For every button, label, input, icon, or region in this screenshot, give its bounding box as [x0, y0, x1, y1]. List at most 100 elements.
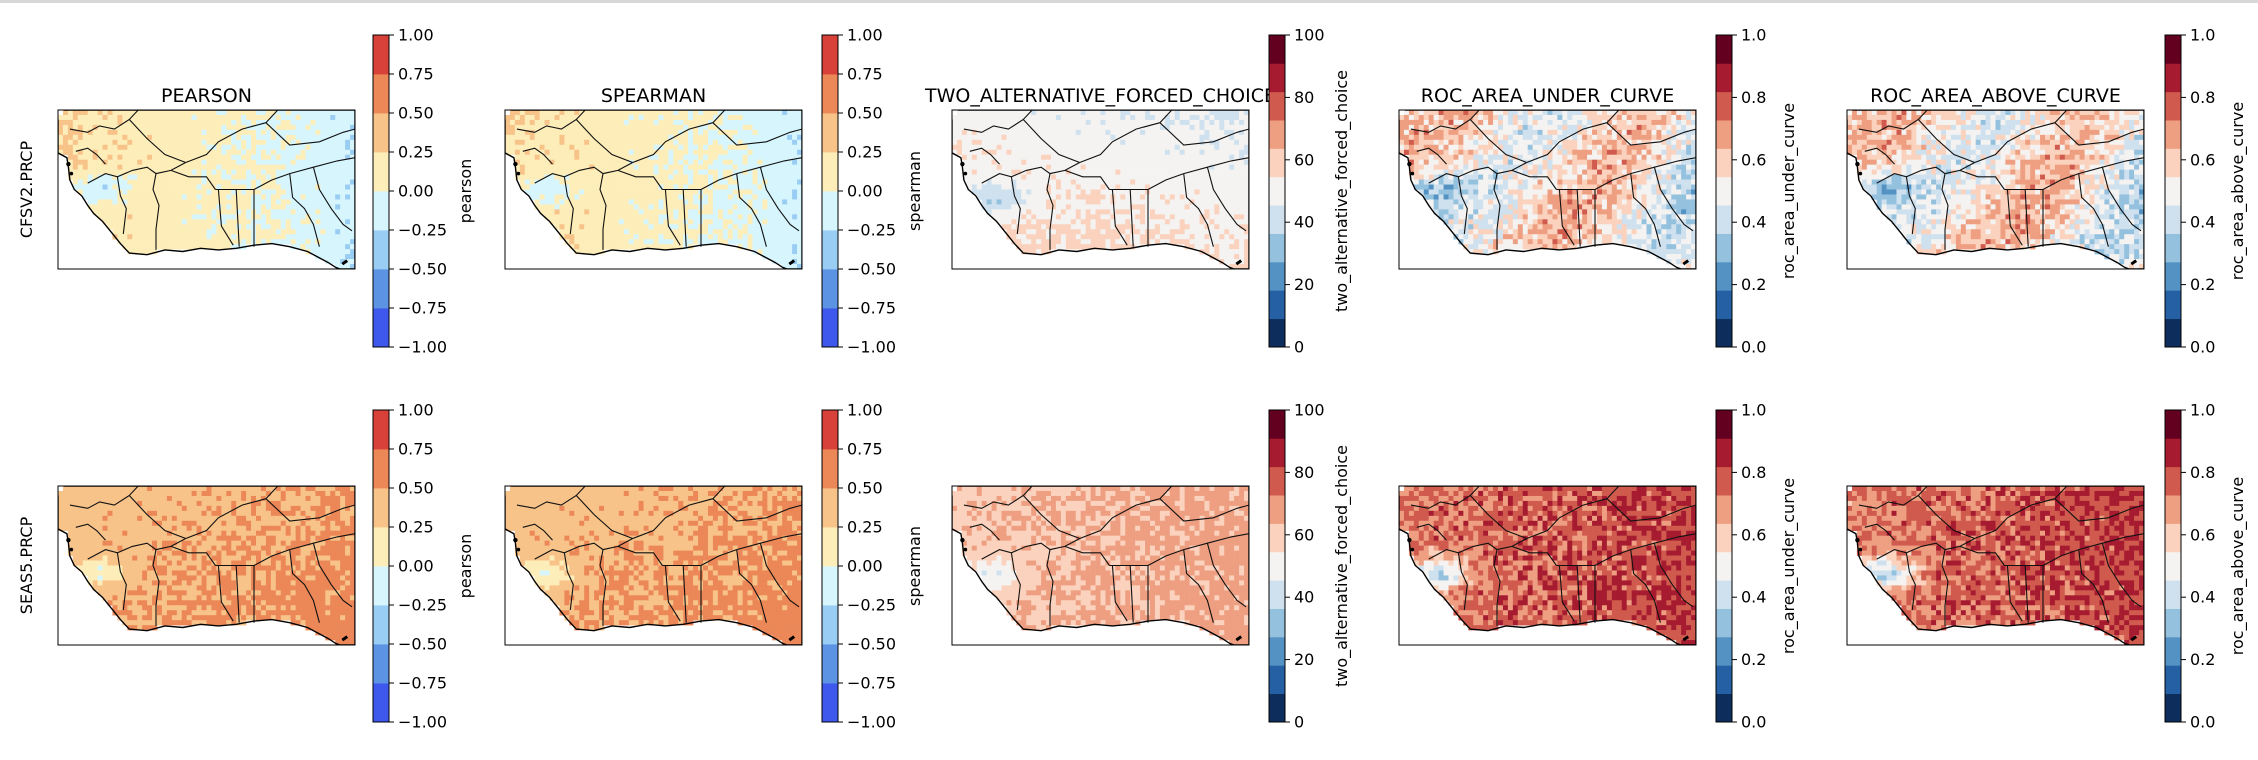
colorbar-segment: [822, 269, 838, 308]
colorbar-tick-label: −0.75: [847, 299, 896, 318]
colorbar-tick-label: 80: [1294, 88, 1314, 107]
island-mark: [1411, 548, 1415, 552]
colorbar-segment: [1716, 148, 1732, 177]
colorbar-segment: [1716, 120, 1732, 149]
colorbar-segment: [822, 683, 838, 722]
colorbar-segment: [822, 74, 838, 113]
colorbar-tick-label: 1.00: [398, 401, 434, 420]
colorbar-segment: [2165, 609, 2181, 638]
colorbar-segment: [1269, 92, 1285, 121]
colorbar-tick-label: 0.75: [847, 65, 883, 84]
map-panel: SPEARMAN1.000.750.500.250.00−0.25−0.50−0…: [505, 26, 924, 357]
colorbar-tick-label: 0.00: [398, 557, 434, 576]
map-panel: 1.000.750.500.250.00−0.25−0.50−0.75−1.00…: [505, 401, 924, 732]
colorbar-tick-label: 0.6: [2190, 150, 2215, 169]
colorbar-tick-label: 0.2: [1741, 650, 1766, 669]
island-mark: [70, 172, 74, 176]
colorbar-tick-label: −0.25: [847, 221, 896, 240]
colorbar-segment: [1269, 523, 1285, 552]
colorbar-tick-label: 100: [1294, 26, 1325, 45]
colorbar-segment: [373, 410, 389, 449]
colorbar-tick-label: 0.4: [1741, 588, 1766, 607]
colorbar-tick-label: 1.00: [398, 26, 434, 45]
colorbar-segment: [2165, 148, 2181, 177]
colorbar-tick-label: 40: [1294, 213, 1314, 232]
colorbar-segment: [1716, 523, 1732, 552]
colorbar-segment: [2165, 637, 2181, 666]
colorbar-segment: [1269, 35, 1285, 64]
colorbar-segment: [373, 683, 389, 722]
map-panel: PEARSON1.000.750.500.250.00−0.25−0.50−0.…: [58, 26, 475, 357]
colorbar-tick-label: 1.00: [847, 26, 883, 45]
colorbar-tick-label: 0.2: [2190, 275, 2215, 294]
colorbar: 100806040200two_alternative_forced_choic…: [1269, 26, 1352, 357]
colorbar-segment: [1716, 637, 1732, 666]
colorbar-tick-label: 0.6: [2190, 525, 2215, 544]
island-mark: [964, 548, 968, 552]
colorbar-segment: [1716, 410, 1732, 439]
colorbar-tick-label: 0.8: [2190, 88, 2215, 107]
colorbar-label: roc_area_above_curve: [2228, 477, 2248, 655]
colorbar-segment: [1269, 177, 1285, 206]
colorbar-label: roc_area_above_curve: [2228, 102, 2248, 280]
colorbar-tick-label: 20: [1294, 650, 1314, 669]
colorbar-label: roc_area_under_curve: [1779, 478, 1799, 654]
colorbar-tick-label: −1.00: [398, 713, 447, 732]
colorbar-segment: [2165, 234, 2181, 263]
colorbar-segment: [822, 152, 838, 191]
colorbar-tick-label: 0.25: [847, 143, 883, 162]
colorbar-tick-label: −0.25: [847, 596, 896, 615]
colorbar-segment: [1716, 35, 1732, 64]
colorbar-segment: [1716, 63, 1732, 92]
colorbar-tick-label: 0.25: [847, 518, 883, 537]
colorbar-tick-label: −0.25: [398, 596, 447, 615]
colorbar-tick-label: −0.50: [847, 635, 896, 654]
island-mark: [70, 548, 74, 552]
colorbar-tick-label: 100: [1294, 401, 1325, 420]
colorbar-tick-label: 0.00: [847, 557, 883, 576]
colorbar-label: two_alternative_forced_choice: [1332, 445, 1352, 687]
colorbar-tick-label: −0.75: [398, 674, 447, 693]
colorbar-segment: [373, 152, 389, 191]
colorbar-label: spearman: [905, 151, 924, 231]
colorbar-tick-label: 0.8: [1741, 463, 1766, 482]
colorbar-segment: [1269, 120, 1285, 149]
island-mark: [66, 162, 70, 166]
colorbar-segment: [1269, 148, 1285, 177]
island-mark: [517, 548, 521, 552]
colorbar-tick-label: −1.00: [847, 338, 896, 357]
colorbar-segment: [373, 488, 389, 527]
colorbar: 1.000.750.500.250.00−0.25−0.50−0.75−1.00…: [822, 26, 924, 357]
colorbar: 1.000.750.500.250.00−0.25−0.50−0.75−1.00…: [373, 26, 475, 357]
colorbar-segment: [822, 605, 838, 644]
colorbar: 100806040200two_alternative_forced_choic…: [1269, 401, 1352, 732]
panel-title: ROC_AREA_ABOVE_CURVE: [1870, 85, 2121, 107]
colorbar-segment: [1716, 467, 1732, 496]
colorbar-segment: [373, 308, 389, 347]
colorbar-tick-label: 0.2: [1741, 275, 1766, 294]
colorbar-segment: [822, 566, 838, 605]
colorbar-segment: [2165, 467, 2181, 496]
island-mark: [1407, 538, 1411, 542]
colorbar-segment: [2165, 92, 2181, 121]
colorbar-segment: [2165, 438, 2181, 467]
colorbar-segment: [2165, 665, 2181, 694]
colorbar-tick-label: 0: [1294, 713, 1304, 732]
colorbar-segment: [822, 644, 838, 683]
island-mark: [964, 172, 968, 176]
colorbar-tick-label: 0.75: [398, 440, 434, 459]
colorbar-tick-label: 80: [1294, 463, 1314, 482]
colorbar-segment: [2165, 694, 2181, 723]
colorbar-segment: [1716, 290, 1732, 319]
island-mark: [513, 162, 517, 166]
colorbar-segment: [1716, 205, 1732, 234]
colorbar-segment: [2165, 63, 2181, 92]
colorbar: 1.000.750.500.250.00−0.25−0.50−0.75−1.00…: [373, 401, 475, 732]
island-mark: [1859, 548, 1863, 552]
colorbar-segment: [1716, 495, 1732, 524]
colorbar-segment: [1269, 290, 1285, 319]
colorbar-segment: [2165, 495, 2181, 524]
map-panel: TWO_ALTERNATIVE_FORCED_CHOICE10080604020…: [924, 26, 1352, 357]
